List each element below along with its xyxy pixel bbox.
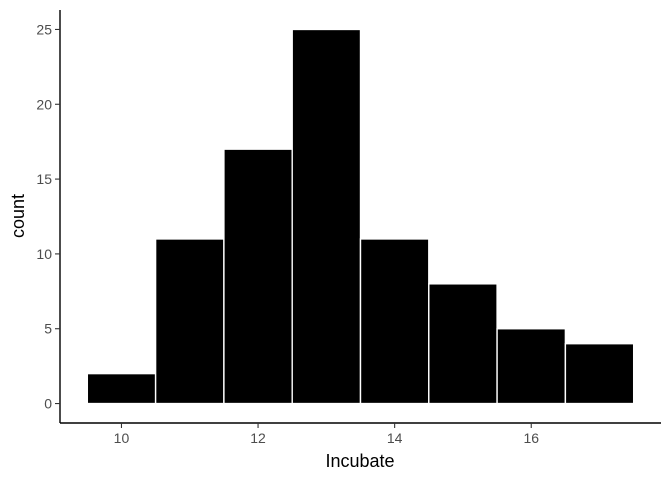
x-tick-label: 16: [523, 430, 539, 446]
y-tick-label: 15: [36, 171, 52, 187]
y-axis-title: count: [8, 194, 28, 238]
x-axis: 10 12 14 16: [60, 422, 661, 446]
y-tick-label: 5: [44, 321, 52, 337]
y-tick-label: 10: [36, 246, 52, 262]
histogram-bar-3: [291, 28, 362, 405]
y-tick-label: 0: [44, 396, 52, 412]
y-axis: 0 5 10 15 20 25: [36, 10, 61, 423]
y-tick-label: 20: [36, 96, 52, 112]
histogram-bar-7: [564, 342, 635, 405]
x-axis-title: Incubate: [325, 451, 394, 471]
histogram-bars: [86, 28, 635, 405]
x-tick-label: 12: [250, 430, 266, 446]
histogram-bar-1: [154, 238, 225, 405]
histogram-bar-5: [428, 283, 498, 405]
histogram-bar-6: [496, 328, 567, 405]
x-tick-label: 10: [114, 430, 130, 446]
histogram-bar-0: [86, 372, 157, 405]
y-tick-label: 25: [36, 21, 52, 37]
histogram-bar-2: [223, 148, 293, 405]
histogram-bar-4: [359, 238, 430, 405]
x-tick-label: 14: [387, 430, 403, 446]
